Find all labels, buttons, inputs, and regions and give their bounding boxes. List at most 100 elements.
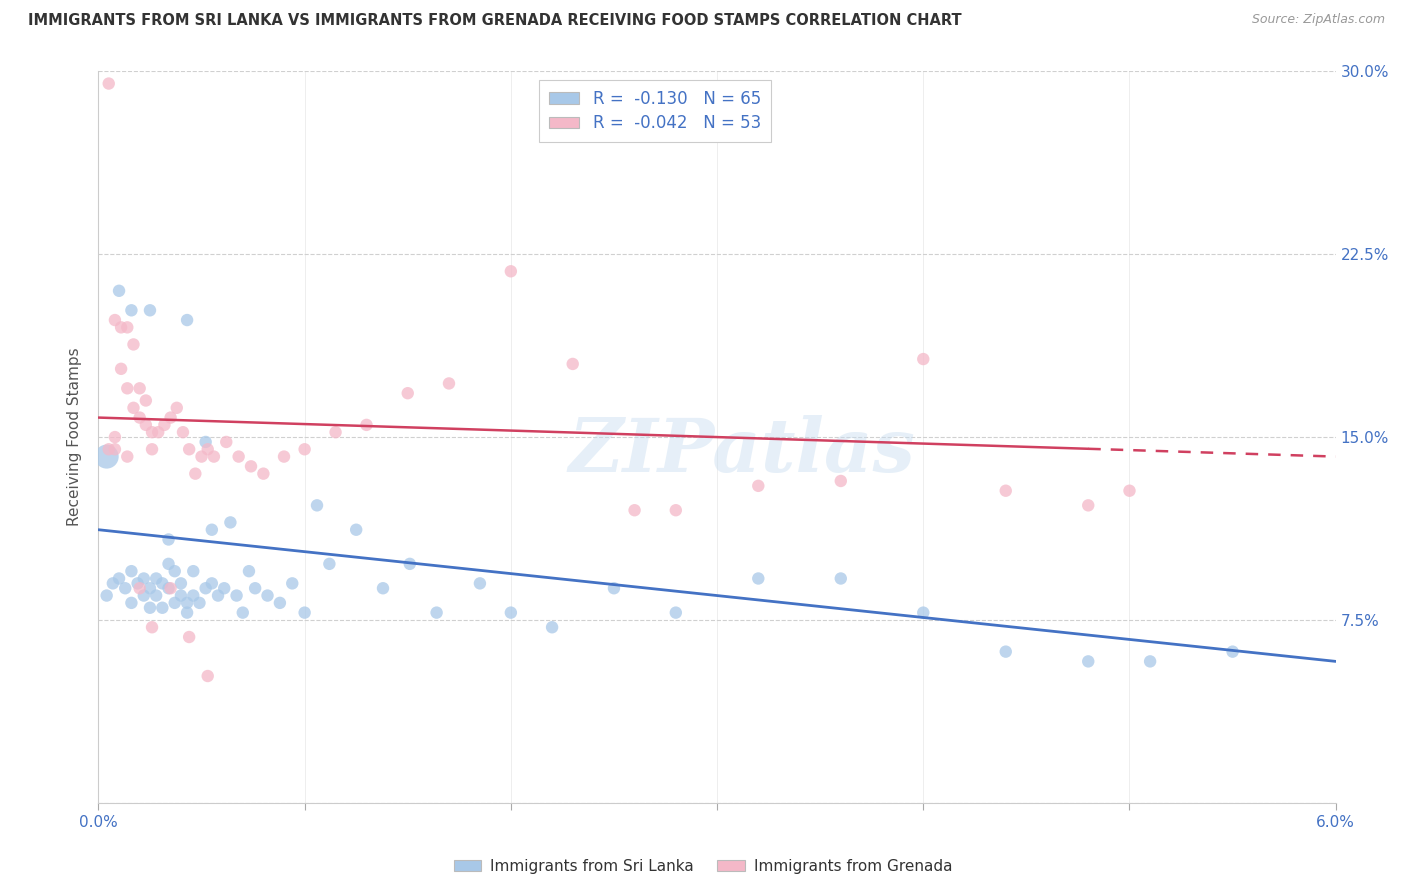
Point <box>623 503 645 517</box>
Point <box>305 499 328 513</box>
Point <box>281 576 304 591</box>
Legend: Immigrants from Sri Lanka, Immigrants from Grenada: Immigrants from Sri Lanka, Immigrants fr… <box>447 853 959 880</box>
Point <box>1139 654 1161 668</box>
Point <box>468 576 491 591</box>
Point <box>153 417 176 432</box>
Point <box>108 284 131 298</box>
Point <box>273 450 295 464</box>
Point <box>207 589 229 603</box>
Point <box>159 410 181 425</box>
Point <box>344 523 367 537</box>
Point <box>830 572 852 586</box>
Point <box>194 581 217 595</box>
Y-axis label: Receiving Food Stamps: Receiving Food Stamps <box>67 348 83 526</box>
Point <box>603 581 626 595</box>
Point <box>150 600 173 615</box>
Point <box>219 516 242 530</box>
Point <box>325 425 347 440</box>
Point <box>212 581 235 595</box>
Point <box>197 669 219 683</box>
Point <box>1118 483 1140 498</box>
Point <box>104 313 127 327</box>
Point <box>120 303 142 318</box>
Point <box>256 589 278 603</box>
Point <box>665 503 688 517</box>
Point <box>561 357 583 371</box>
Point <box>238 564 260 578</box>
Point <box>398 557 420 571</box>
Point <box>243 581 266 595</box>
Point <box>148 425 170 440</box>
Point <box>1077 499 1099 513</box>
Point <box>157 581 180 595</box>
Point <box>318 557 340 571</box>
Point <box>150 576 173 591</box>
Point <box>114 581 136 595</box>
Point <box>120 564 142 578</box>
Point <box>179 630 201 644</box>
Point <box>104 442 127 457</box>
Text: Source: ZipAtlas.com: Source: ZipAtlas.com <box>1251 13 1385 27</box>
Point <box>437 376 460 391</box>
Point <box>117 381 139 395</box>
Point <box>117 450 139 464</box>
Point <box>747 572 769 586</box>
Point <box>232 606 254 620</box>
Point <box>202 450 225 464</box>
Point <box>269 596 291 610</box>
Point <box>665 606 688 620</box>
Point <box>184 467 207 481</box>
Point <box>426 606 449 620</box>
Point <box>128 410 150 425</box>
Point <box>139 581 162 595</box>
Point <box>128 581 150 595</box>
Point <box>197 442 219 457</box>
Point <box>141 620 163 634</box>
Point <box>240 459 263 474</box>
Point <box>110 320 132 334</box>
Point <box>120 596 142 610</box>
Point <box>215 434 238 449</box>
Point <box>994 483 1017 498</box>
Point <box>176 313 198 327</box>
Point <box>145 589 167 603</box>
Point <box>170 589 193 603</box>
Text: IMMIGRANTS FROM SRI LANKA VS IMMIGRANTS FROM GRENADA RECEIVING FOOD STAMPS CORRE: IMMIGRANTS FROM SRI LANKA VS IMMIGRANTS … <box>28 13 962 29</box>
Point <box>139 303 162 318</box>
Point <box>110 361 132 376</box>
Point <box>172 425 194 440</box>
Point <box>101 576 124 591</box>
Point <box>128 381 150 395</box>
Point <box>181 564 204 578</box>
Point <box>179 442 201 457</box>
Point <box>541 620 564 634</box>
Point <box>201 523 224 537</box>
Point <box>163 564 186 578</box>
Point <box>356 417 378 432</box>
Point <box>1077 654 1099 668</box>
Point <box>135 417 157 432</box>
Point <box>190 450 212 464</box>
Point <box>141 425 163 440</box>
Point <box>371 581 394 595</box>
Point <box>141 442 163 457</box>
Point <box>127 576 149 591</box>
Point <box>157 533 180 547</box>
Point <box>157 557 180 571</box>
Point <box>135 393 157 408</box>
Point <box>122 401 145 415</box>
Point <box>201 576 224 591</box>
Point <box>294 606 316 620</box>
Point <box>830 474 852 488</box>
Point <box>108 572 131 586</box>
Point <box>166 401 188 415</box>
Point <box>132 589 155 603</box>
Point <box>122 337 145 351</box>
Point <box>228 450 250 464</box>
Point <box>104 430 127 444</box>
Point <box>145 572 167 586</box>
Point <box>747 479 769 493</box>
Point <box>181 589 204 603</box>
Point <box>1222 645 1244 659</box>
Point <box>912 352 935 367</box>
